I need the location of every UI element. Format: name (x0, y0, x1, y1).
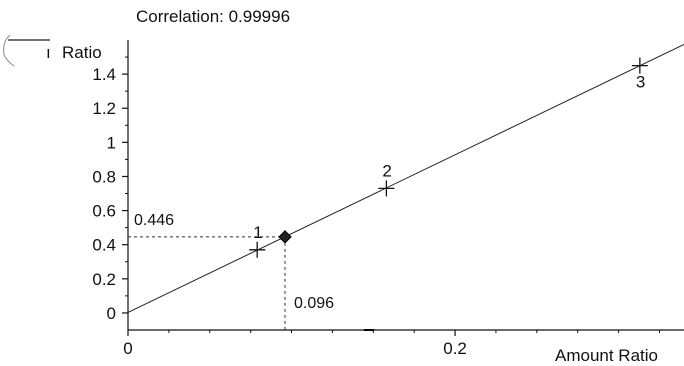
x-tick-label: 0.2 (443, 339, 467, 358)
y-tick-label: 0.4 (92, 236, 116, 255)
regression-line (127, 44, 684, 313)
y-tick-label: 0 (107, 304, 116, 323)
calibration-points: 1 2 3 (249, 57, 648, 258)
x-ticks: 0 0.2 (123, 330, 660, 358)
x-tick-label: 0 (123, 339, 132, 358)
y-tick-label: 0.6 (92, 202, 116, 221)
unknown-sample-diamond (278, 230, 292, 244)
corner-bracket-decoration (3, 34, 15, 67)
calibration-point-label: 1 (253, 223, 262, 242)
unknown-y-value-label: 0.446 (134, 212, 174, 229)
y-axis-label-clipped-prefix: ı (46, 43, 51, 62)
y-ticks: 0 0.2 0.4 0.6 0.8 1 1.2 1.4 (92, 56, 128, 323)
calibration-point-label: 2 (382, 161, 391, 180)
calibration-point-label: 3 (636, 73, 645, 92)
y-tick-label: 1.4 (92, 65, 116, 84)
y-tick-label: 1.2 (92, 99, 116, 118)
chart-title: Correlation: 0.99996 (136, 7, 290, 26)
y-axis-label: Ratio (62, 43, 102, 62)
y-tick-label: 0.8 (92, 167, 116, 186)
y-tick-label: 1 (107, 133, 116, 152)
x-axis-label: Amount Ratio (555, 346, 658, 365)
y-tick-label: 0.2 (92, 270, 116, 289)
unknown-x-value-label: 0.096 (294, 295, 334, 312)
